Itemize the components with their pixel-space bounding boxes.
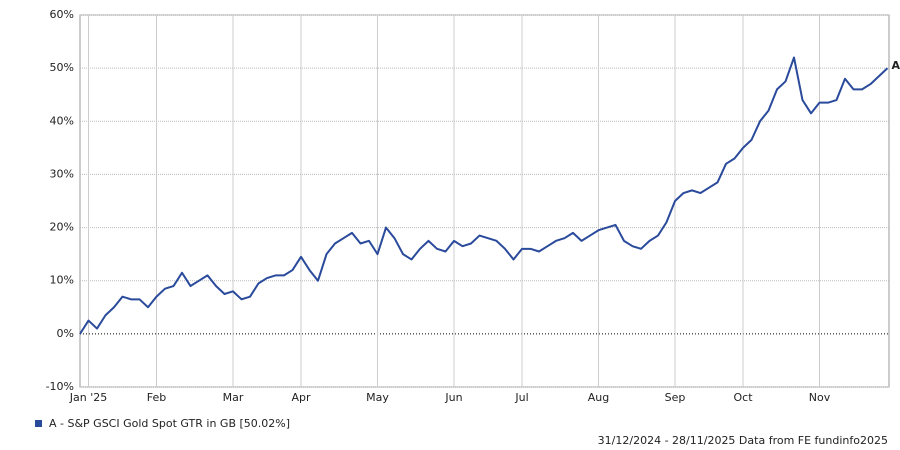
end-label: A: [892, 59, 900, 72]
x-tick-label: Jun: [444, 391, 462, 404]
x-tick-label: Aug: [588, 391, 609, 404]
footer: 31/12/2024 - 28/11/2025 Data from FE fun…: [598, 434, 888, 447]
y-tick-label: 60%: [50, 8, 74, 21]
x-tick-label: May: [366, 391, 389, 404]
legend-label: A - S&P GSCI Gold Spot GTR in GB [50.02%…: [49, 417, 290, 430]
y-tick-label: 0%: [57, 327, 74, 340]
series-line: [79, 56, 889, 335]
y-tick-label: 50%: [50, 61, 74, 74]
x-tick-label: Jul: [514, 391, 528, 404]
x-tick-label: Jan '25: [69, 391, 107, 404]
y-tick-label: 10%: [50, 274, 74, 287]
x-tick-label: Apr: [291, 391, 311, 404]
y-tick-label: -10%: [46, 380, 74, 393]
y-tick-label: 20%: [50, 221, 74, 234]
x-tick-label: Oct: [733, 391, 753, 404]
x-tick-label: Mar: [223, 391, 244, 404]
x-tick-label: Nov: [809, 391, 831, 404]
y-tick-label: 40%: [50, 114, 74, 127]
plot-border: [79, 14, 890, 388]
x-tick-label: Sep: [665, 391, 686, 404]
legend-swatch: [35, 420, 42, 427]
x-tick-label: Feb: [147, 391, 166, 404]
y-tick-label: 30%: [50, 167, 74, 180]
